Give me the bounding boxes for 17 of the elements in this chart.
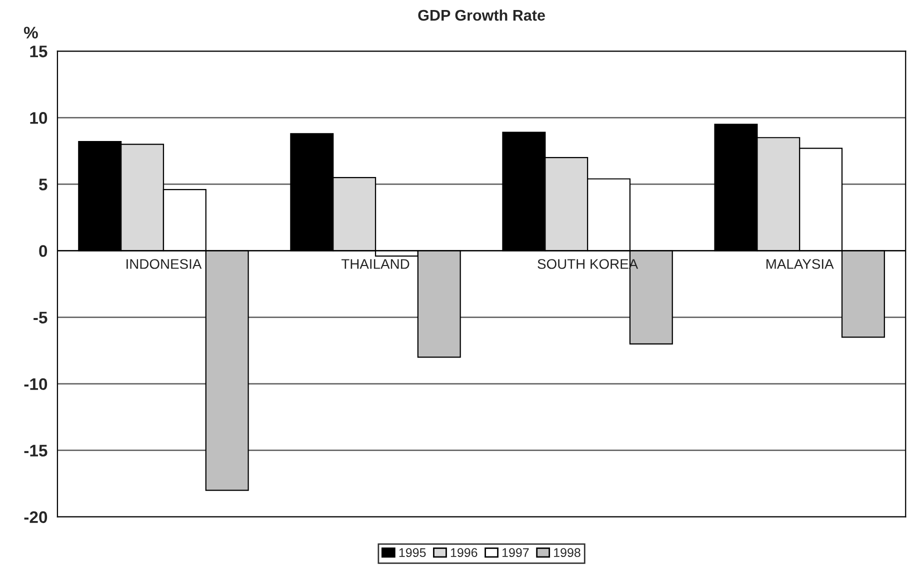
x-tick-label: INDONESIA bbox=[126, 259, 202, 269]
legend-label: 1996 bbox=[450, 548, 478, 558]
x-tick-label: MALAYSIA bbox=[766, 259, 834, 269]
y-tick-label: 0 bbox=[39, 245, 48, 257]
legend-label: 1997 bbox=[502, 548, 529, 558]
y-axis-title: % bbox=[24, 26, 38, 38]
chart-title: GDP Growth Rate bbox=[418, 9, 545, 21]
y-tick-label: 5 bbox=[38, 178, 48, 190]
y-tick-label: -15 bbox=[24, 444, 48, 457]
y-tick-label: -20 bbox=[24, 511, 48, 524]
y-tick-label: 10 bbox=[30, 112, 48, 124]
legend-label: 1998 bbox=[554, 548, 580, 558]
y-tick-label: -5 bbox=[34, 312, 48, 324]
y-tick-label: 15 bbox=[30, 46, 48, 58]
legend-label: 1995 bbox=[399, 548, 426, 558]
y-tick-label: -10 bbox=[24, 378, 48, 390]
x-tick-label: THAILAND bbox=[341, 259, 410, 269]
